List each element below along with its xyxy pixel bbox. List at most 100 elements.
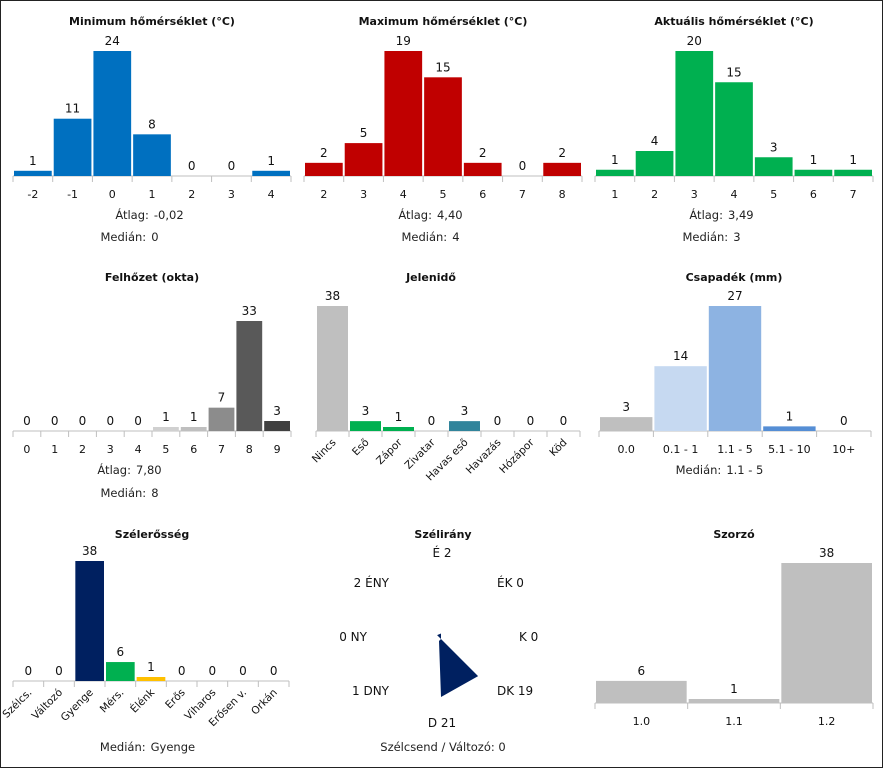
bar [344,143,383,176]
tick-label: -1 [67,188,78,201]
weather-panel: Jelenidő 38 Nincs 3 Eső 1 Zápor 0 Zivatar 3 Havas… [302,261,584,511]
stat-value: 4 [452,230,460,244]
bar [449,421,480,431]
bar [600,417,653,431]
data-label: 0 [134,414,142,428]
tick-label: 1 [149,188,156,201]
bar [252,170,290,176]
multiplier-chart: 6 1.0 1 1.1 38 1.2 [594,546,874,728]
tick-label: 1.1 [725,715,743,728]
bar [14,170,52,176]
data-label: 1 [147,660,155,674]
wind-speed-panel: Szélerősség 0 Szélcs. 0 Változó 38 Gyenge 6 Mér… [0,511,293,767]
tick-label: 4 [268,188,275,201]
direction-label: É 2 [432,545,451,560]
stat-value: 1.1 - 5 [726,463,764,477]
bar [834,169,872,176]
stat-label: Átlag: [398,208,432,222]
max-temp-panel: Maximum hőmérséklet (°C) 2 2 5 3 19 4 15 5 2 6 0 7 2… [302,1,584,261]
cloud-title: Felhőzet (okta) [104,271,200,284]
data-label: 4 [651,134,659,148]
data-label: 1 [810,153,818,167]
data-label: 27 [727,289,742,303]
data-label: 38 [819,546,834,560]
tick-label: Havazás [464,437,504,477]
data-label: 0 [188,159,196,173]
data-label: 0 [228,159,236,173]
stat-value: 8 [151,486,159,500]
data-label: 15 [726,65,741,79]
tick-label: 3 [228,188,235,201]
tick-label: 10+ [832,443,855,456]
tick-label: Nincs [310,437,339,466]
stat-label: Átlag: [97,463,131,477]
data-label: 3 [770,140,778,154]
min-temp-title: Minimum hőmérséklet (°C) [69,15,235,28]
data-label: 24 [105,34,120,48]
stat-value: -0,02 [153,208,184,222]
wind-dir-area [437,633,479,697]
min-temp-median: Medián: 0 [0,230,273,244]
cloud-chart: 0 0 0 1 0 2 0 3 0 4 1 5 1 6 7 7 33 8 3 9 [12,304,292,456]
precip-median: Medián: 1.1 - 5 [581,463,863,477]
precip-chart: 3 0.0 14 0.1 - 1 27 1.1 - 5 1 5.1 - 10 0 10+ [598,289,872,456]
bar [635,151,674,176]
tick-label: 8 [246,443,253,456]
data-label: 0 [209,664,217,678]
act-temp-median: Medián: 3 [573,230,855,244]
bar [75,561,104,681]
tick-label: -2 [27,188,38,201]
bar [754,157,793,176]
bar [133,134,171,176]
stat-value: 7,80 [135,463,162,477]
act-temp-mean: Átlag: 3,49 [583,208,865,222]
data-label: 0 [840,414,848,428]
data-label: 8 [148,117,156,131]
stat-value: Gyenge [150,740,196,754]
max-temp-chart: 2 2 5 3 19 4 15 5 2 6 0 7 2 8 [303,34,583,201]
data-label: 3 [461,404,469,418]
data-label: 6 [638,664,646,678]
bar [180,427,207,431]
bar [654,366,707,431]
act-temp-chart: 1 1 4 2 20 3 15 4 3 5 1 6 1 7 [594,34,874,201]
stat-label: Medián: [675,463,722,477]
tick-label: 6 [479,188,486,201]
tick-label: 1.1 - 5 [717,443,752,456]
data-label: 3 [622,400,630,414]
tick-label: 7 [850,188,857,201]
min-temp-panel: Minimum hőmérséklet (°C) 1 -2 11 -1 24 0 8 1 0 2 0… [11,1,293,261]
tick-label: 7 [218,443,225,456]
tick-label: 0 [109,188,116,201]
data-label: 0 [55,664,63,678]
tick-label: 2 [320,188,327,201]
stat-label: Átlag: [689,208,723,222]
bar [596,680,687,703]
tick-label: 2 [651,188,658,201]
data-label: 2 [558,146,566,160]
data-label: 2 [479,146,487,160]
tick-label: 0 [23,443,30,456]
stat-label: Átlag: [115,208,149,222]
wind-dir-chart: É 2 ÉK 0 K 0 DK 19 D 21 1 DNY 0 NY 2 ÉNY [339,545,538,730]
data-label: 1 [267,154,275,168]
bar [384,51,423,176]
bar [236,321,263,431]
data-label: 7 [218,391,226,405]
tick-label: 3 [107,443,114,456]
bar [53,118,92,176]
tick-label: Zápor [374,436,405,467]
wind-speed-title: Szélerősség [114,528,190,541]
min-temp-chart: 1 -2 11 -1 24 0 8 1 0 2 0 3 1 4 [12,34,292,201]
tick-label: 1.2 [818,715,836,728]
direction-label: 2 ÉNY [354,575,390,590]
data-label: 0 [106,414,114,428]
stat-value: 0 [151,230,159,244]
direction-label: DK 19 [497,684,533,698]
bar [763,426,816,431]
tick-label: 2 [188,188,195,201]
data-label: 15 [435,60,450,74]
stat-label: Medián: [682,230,729,244]
cloud-mean: Átlag: 7,80 [0,463,273,477]
